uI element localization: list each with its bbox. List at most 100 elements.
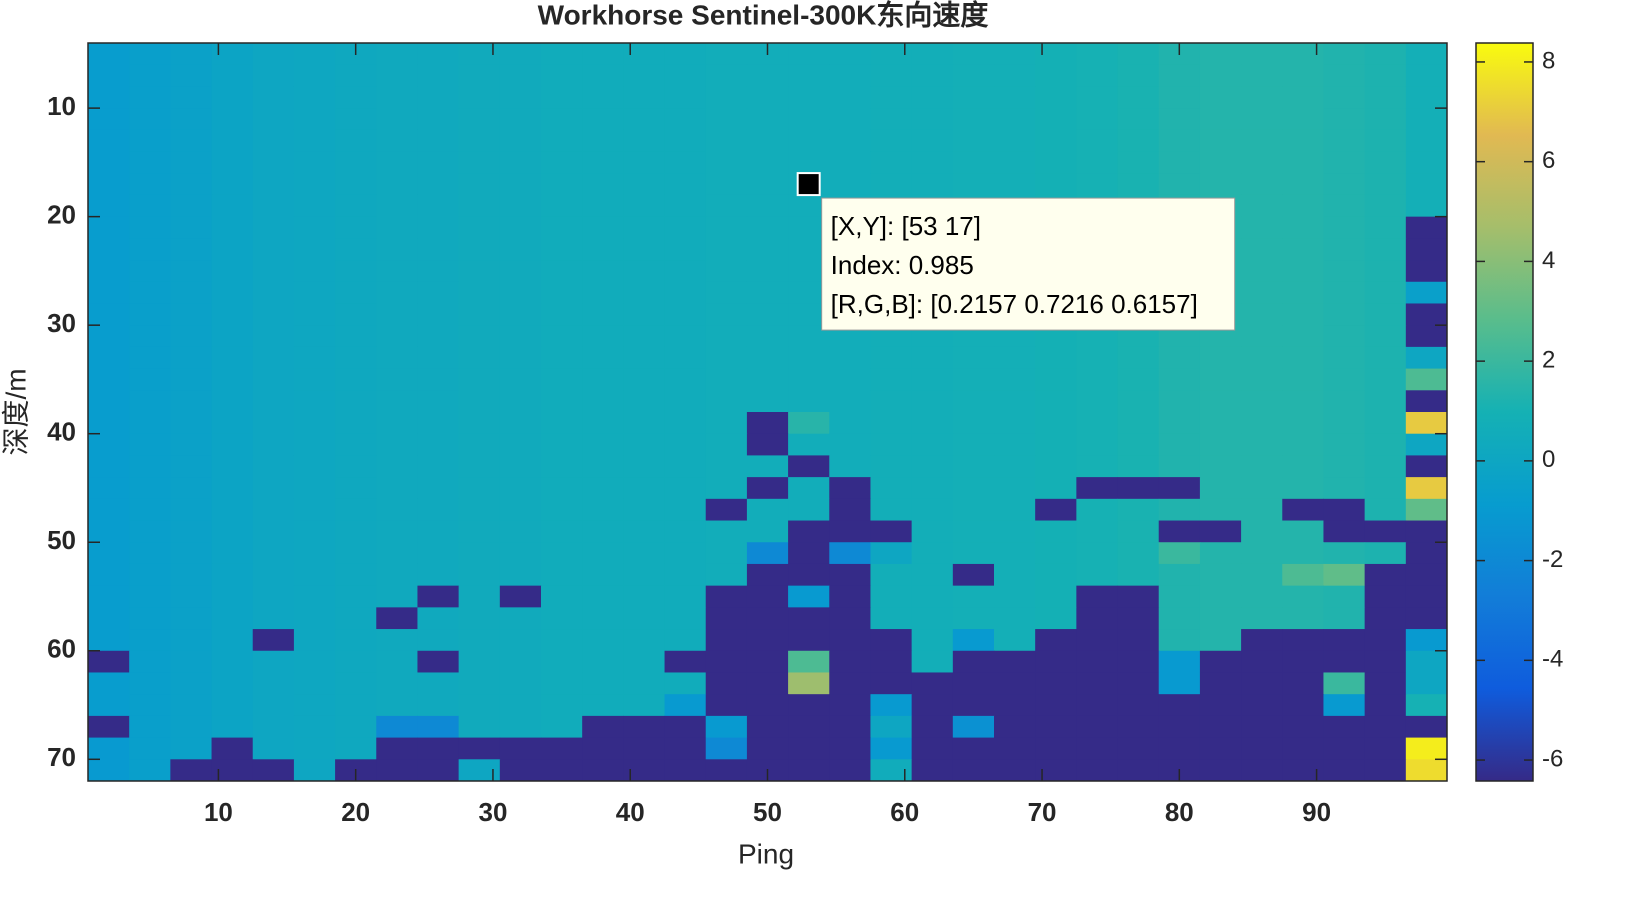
heatmap-cell	[582, 194, 624, 218]
heatmap-cell	[1241, 346, 1283, 370]
heatmap-cell	[88, 325, 130, 348]
heatmap-cell	[1364, 368, 1407, 391]
heatmap-cell	[170, 650, 213, 673]
heatmap-cell	[1158, 563, 1201, 587]
heatmap-cell	[829, 64, 871, 87]
heatmap-cell	[623, 325, 666, 348]
heatmap-cell	[458, 129, 501, 153]
heatmap-cell	[458, 238, 501, 261]
heatmap-cell	[293, 585, 336, 608]
heatmap-cell	[1241, 368, 1283, 391]
heatmap-cell	[417, 477, 460, 500]
heatmap-cell	[335, 694, 377, 717]
heatmap-cell	[376, 303, 418, 326]
heatmap-cell	[1158, 542, 1201, 565]
heatmap-cell	[335, 281, 377, 304]
heatmap-cell	[252, 542, 295, 565]
x-tick-label: 80	[1165, 797, 1194, 827]
heatmap-cell	[1035, 346, 1077, 370]
heatmap-cell	[499, 672, 542, 695]
heatmap-cell	[1117, 43, 1160, 66]
heatmap-cell	[417, 585, 460, 608]
heatmap-cell	[582, 129, 624, 153]
heatmap-cell	[623, 607, 666, 630]
heatmap-cell	[1035, 607, 1077, 630]
heatmap-cell	[1076, 64, 1119, 87]
heatmap-cell	[335, 737, 377, 760]
heatmap-cell	[1035, 585, 1077, 608]
heatmap-cell	[458, 173, 501, 196]
heatmap-cell	[746, 390, 789, 413]
heatmap-cell	[788, 368, 830, 391]
heatmap-cell	[994, 325, 1036, 348]
heatmap-cell	[1241, 86, 1283, 109]
heatmap-cell	[623, 737, 666, 760]
heatmap-cell	[746, 542, 789, 565]
heatmap-cell	[170, 64, 213, 87]
heatmap-cell	[129, 64, 171, 87]
heatmap-cell	[458, 433, 501, 456]
heatmap-cell	[211, 759, 254, 782]
heatmap-cell	[1158, 694, 1201, 717]
heatmap-cell	[582, 86, 624, 109]
heatmap-cell	[335, 325, 377, 348]
heatmap-cell	[1405, 759, 1448, 782]
heatmap-cell	[458, 607, 501, 630]
heatmap-cell	[788, 694, 830, 717]
heatmap-cell	[623, 542, 666, 565]
heatmap-cell	[293, 759, 336, 782]
heatmap-cell	[541, 368, 583, 391]
heatmap-cell	[1158, 433, 1201, 456]
heatmap-cell	[1117, 173, 1160, 196]
heatmap-cell	[88, 498, 130, 522]
heatmap-cell	[1076, 325, 1119, 348]
heatmap-cell	[870, 43, 913, 66]
heatmap-cell	[417, 759, 460, 782]
heatmap-cell	[1364, 281, 1407, 304]
heatmap-cell	[88, 477, 130, 500]
heatmap-cell	[1035, 325, 1077, 348]
heatmap-cell	[746, 303, 789, 326]
heatmap-cell	[211, 281, 254, 304]
heatmap-cell	[417, 108, 460, 131]
heatmap-cell	[1282, 607, 1324, 630]
heatmap-cell	[1364, 303, 1407, 326]
heatmap-cell	[788, 759, 830, 782]
heatmap-cell	[705, 368, 748, 391]
heatmap-cell	[170, 542, 213, 565]
heatmap-cell	[1405, 433, 1448, 456]
heatmap-cell	[664, 585, 707, 608]
heatmap-cell	[746, 325, 789, 348]
heatmap-cell	[1117, 346, 1160, 370]
heatmap-cell	[582, 325, 624, 348]
heatmap-cell	[211, 108, 254, 131]
heatmap-cell	[705, 694, 748, 717]
heatmap-cell	[458, 672, 501, 695]
heatmap-cell	[829, 563, 871, 587]
heatmap-cell	[1158, 607, 1201, 630]
heatmap-cell	[541, 498, 583, 522]
heatmap-cell	[788, 607, 830, 630]
heatmap-cell	[335, 216, 377, 239]
heatmap-cell	[829, 412, 871, 435]
heatmap-cell	[664, 43, 707, 66]
heatmap-cell	[1241, 759, 1283, 782]
heatmap-cell	[746, 585, 789, 608]
heatmap-cell	[911, 715, 954, 739]
heatmap-cell	[870, 325, 913, 348]
heatmap-cell	[170, 629, 213, 652]
heatmap-cell	[1241, 694, 1283, 717]
heatmap-cell	[88, 542, 130, 565]
heatmap-cell	[1364, 64, 1407, 87]
heatmap-cell	[88, 520, 130, 543]
heatmap-cell	[1405, 108, 1448, 131]
heatmap-cell	[417, 325, 460, 348]
heatmap-cell	[1241, 520, 1283, 543]
heatmap-cell	[376, 151, 418, 174]
heatmap-cell	[952, 650, 995, 673]
heatmap-cell	[1241, 129, 1283, 153]
heatmap-cell	[746, 86, 789, 109]
heatmap-cell	[211, 129, 254, 153]
heatmap-cell	[499, 86, 542, 109]
heatmap-cell	[499, 455, 542, 478]
